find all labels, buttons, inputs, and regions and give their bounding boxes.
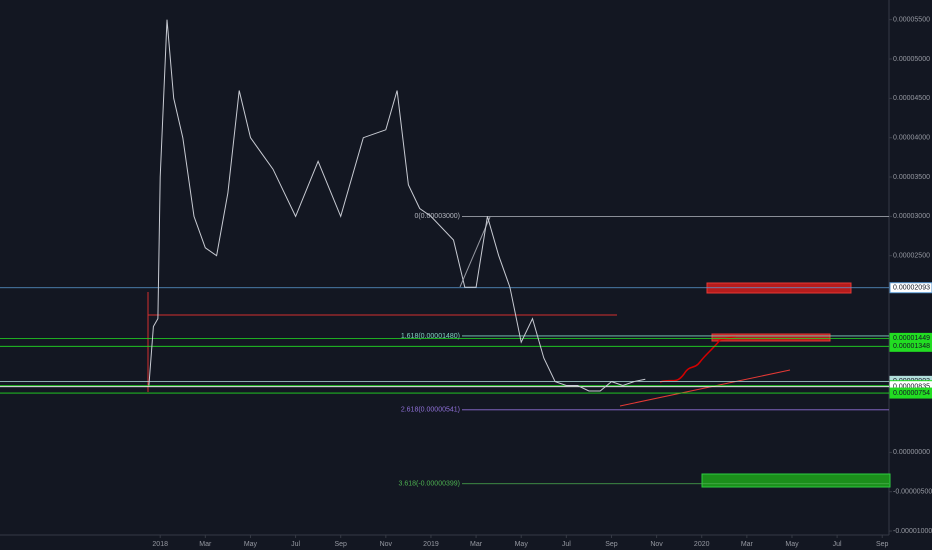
x-tick-label: Nov [380,541,393,548]
y-tick-label: -0.00001000 [893,528,932,535]
x-tick-label: May [515,541,529,548]
y-tick-label: -0.00000500 [893,489,932,496]
trend-line [619,369,791,407]
fib-label: 3.618(-0.00000399) [399,481,461,488]
x-tick-label: Sep [605,541,618,548]
x-tick-label: Sep [876,541,889,548]
x-tick-label: Jul [291,541,300,548]
x-tick-label: Mar [199,541,212,548]
y-tick-label: 0.00000000 [893,449,930,456]
y-tick-label: 0.00004000 [893,135,930,142]
x-tick-label: Mar [470,541,483,548]
price-label-box [889,282,932,294]
price-line-series [148,19,646,392]
y-tick-label: 0.00004500 [893,95,930,102]
x-tick-label: May [785,541,799,548]
x-tick-label: May [244,541,258,548]
y-tick-label: 0.00005000 [893,56,930,63]
price-label: 0.00001449 [893,335,930,342]
zone-green [701,473,891,488]
x-tick-label: 2018 [152,541,168,548]
x-tick-label: Jul [833,541,842,548]
x-tick-label: 2020 [694,541,710,548]
fib-label: 2.618(0.00000541) [401,407,460,414]
zone-red [711,333,831,342]
y-tick-label: 0.00003500 [893,174,930,181]
price-label-box [889,387,932,399]
price-label: 0.00000754 [893,390,930,397]
forecast-path [659,335,737,383]
price-label: 0.00000835 [893,384,930,391]
price-label: 0.00002093 [893,285,930,292]
price-label: 0.00001348 [893,343,930,350]
x-tick-label: Mar [741,541,754,548]
fib-label: 1.618(0.00001480) [401,333,460,340]
x-tick-label: 2019 [423,541,439,548]
x-tick-label: Sep [334,541,347,548]
x-tick-label: Nov [650,541,663,548]
y-tick-label: 0.00002500 [893,253,930,260]
y-tick-label: 0.00003000 [893,213,930,220]
price-label-box [889,340,932,352]
y-tick-label: 0.00005500 [893,17,930,24]
x-tick-label: Jul [562,541,571,548]
fib-label: 0(0.00003000) [414,213,460,220]
